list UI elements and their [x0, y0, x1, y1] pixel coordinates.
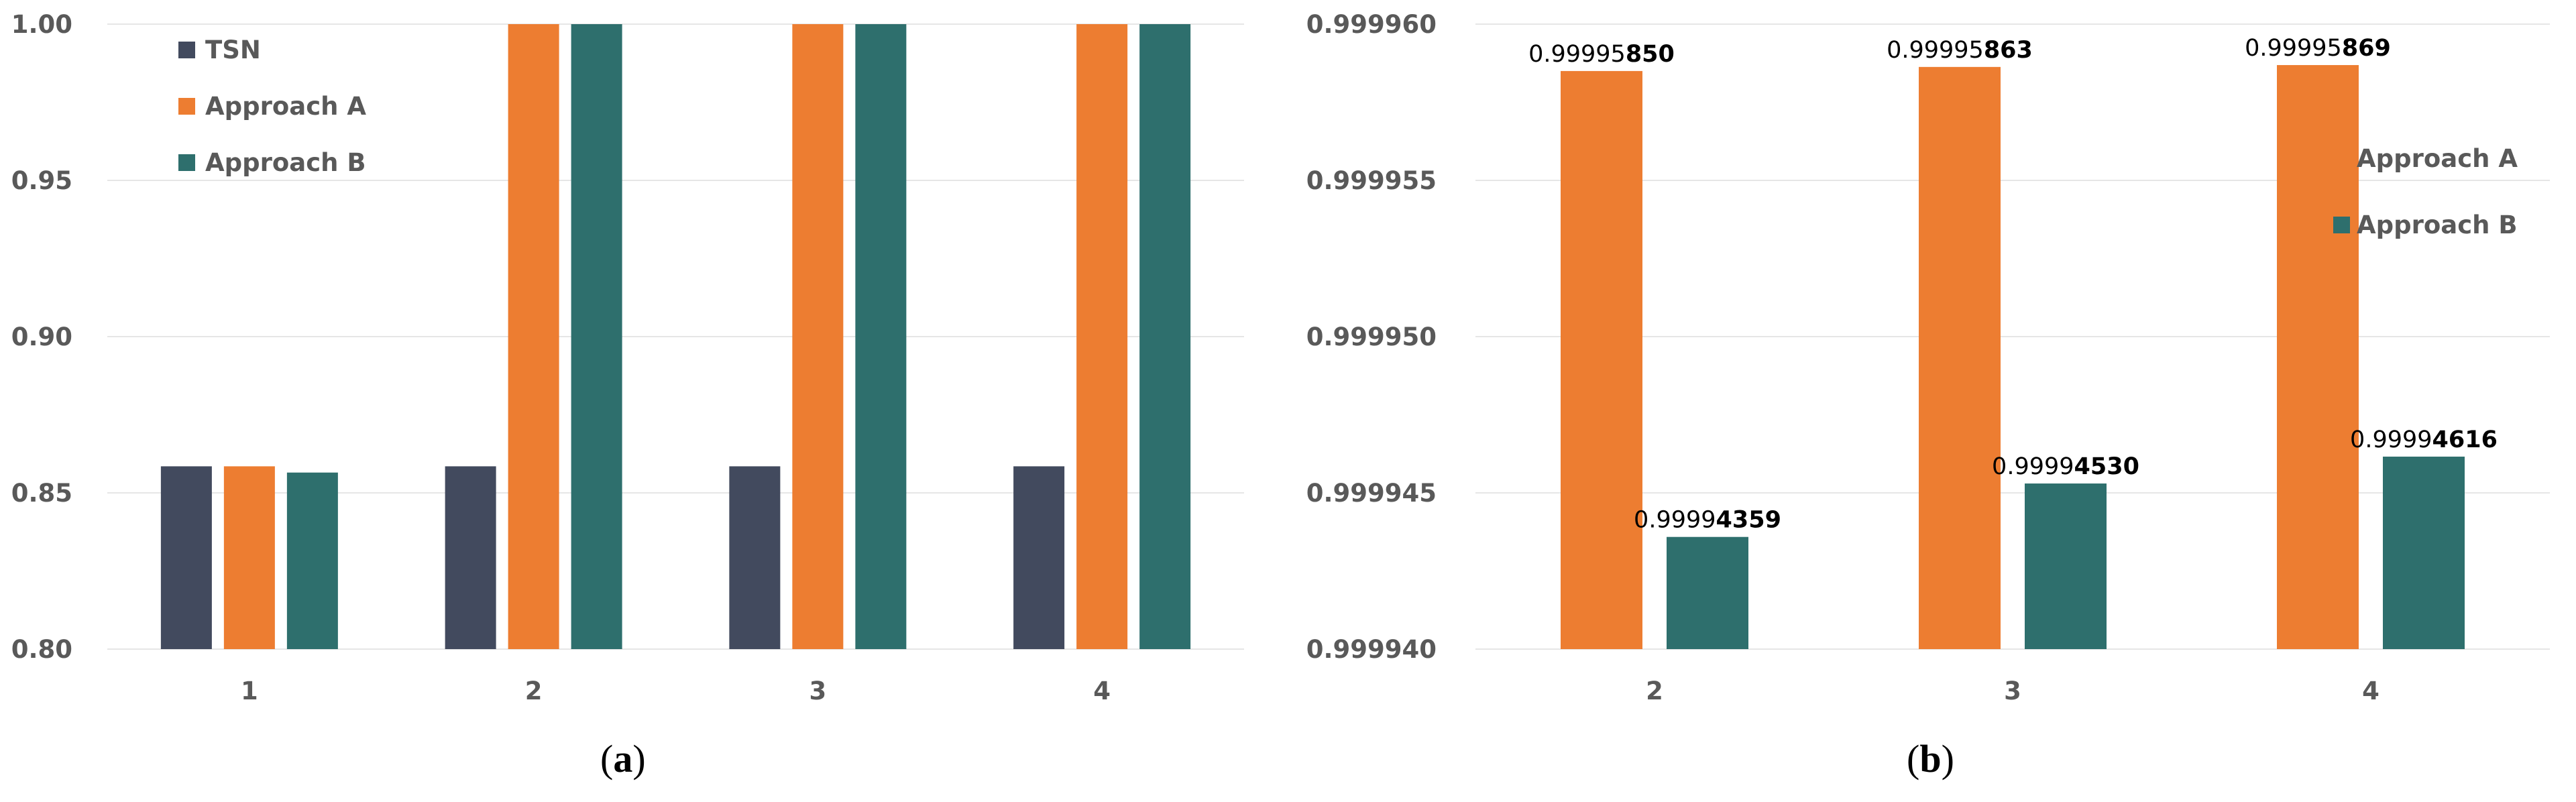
- caption-b: (b): [1907, 737, 1954, 781]
- data-label-suffix: 869: [2342, 35, 2391, 62]
- x-tick-label: 1: [241, 677, 258, 705]
- data-label: 0.99995850: [1528, 41, 1675, 68]
- bar-approach-a-1: [223, 466, 275, 649]
- data-label-suffix: 863: [1984, 37, 2033, 64]
- data-label-prefix: 0.99995: [1887, 37, 1984, 64]
- bar-approach-a-3: [792, 24, 844, 649]
- data-label: 0.99994359: [1634, 507, 1781, 534]
- legend-swatch: [2333, 150, 2350, 167]
- bar-approach-b-3: [2025, 483, 2107, 649]
- bar-tsn-3: [729, 466, 781, 649]
- data-label: 0.99995863: [1887, 37, 2033, 64]
- legend-swatch: [178, 154, 195, 171]
- caption-b-letter: b: [1919, 737, 1942, 781]
- bar-tsn-2: [445, 466, 496, 649]
- bar-tsn-4: [1013, 466, 1065, 649]
- legend-swatch: [178, 42, 195, 58]
- data-label-suffix: 4616: [2432, 426, 2498, 453]
- y-tick-label: 0.999945: [1306, 479, 1437, 508]
- data-label-prefix: 0.99995: [2245, 35, 2342, 62]
- data-label: 0.99995869: [2245, 35, 2391, 62]
- bar-approach-b-3: [855, 24, 907, 649]
- x-tick-label: 3: [809, 677, 827, 705]
- y-tick-label: 0.999955: [1306, 166, 1437, 195]
- data-label-suffix: 850: [1626, 41, 1675, 68]
- bar-approach-b-2: [1667, 536, 1748, 649]
- chart-b: 0.999940 0.999945 0.999950 0.999955 0.999960…: [1306, 10, 2550, 705]
- legend-label: Approach B: [2357, 211, 2518, 239]
- bar-approach-a-2: [1561, 70, 1642, 649]
- x-tick-label: 2: [1646, 677, 1663, 705]
- data-label-prefix: 0.9999: [2350, 426, 2432, 453]
- bar-approach-b-4: [1139, 24, 1191, 649]
- legend-swatch: [178, 98, 195, 115]
- y-tick-label: 0.95: [11, 166, 72, 195]
- y-tick-label: 0.80: [11, 635, 72, 664]
- caption-a: (a): [600, 737, 646, 781]
- x-tick-label: 3: [2004, 677, 2021, 705]
- y-tick-label: 1.00: [11, 10, 72, 39]
- bar-approach-b-1: [286, 472, 338, 649]
- bar-approach-a-4: [1076, 24, 1128, 649]
- data-label-suffix: 4359: [1716, 507, 1781, 534]
- legend-swatch: [2333, 217, 2350, 233]
- data-label-prefix: 0.9999: [1992, 453, 2074, 480]
- y-tick-label: 0.999950: [1306, 323, 1437, 351]
- data-label-prefix: 0.9999: [1634, 507, 1716, 534]
- x-tick-label: 4: [1093, 677, 1111, 705]
- chart-a: 0.80 0.85 0.90 0.95 1.00 1 2 3 4 TSN Approach A App…: [11, 10, 1244, 705]
- data-label: 0.99994616: [2350, 426, 2498, 453]
- y-tick-label: 0.999940: [1306, 635, 1437, 664]
- y-tick-label: 0.90: [11, 323, 72, 351]
- legend-label: Approach B: [205, 148, 366, 177]
- legend-label: Approach A: [205, 92, 366, 121]
- y-tick-label: 0.999960: [1306, 10, 1437, 39]
- data-label-prefix: 0.99995: [1528, 41, 1626, 68]
- data-label-suffix: 4530: [2074, 453, 2139, 480]
- data-label: 0.99994530: [1992, 453, 2139, 480]
- bar-approach-a-3: [1919, 66, 2001, 650]
- y-tick-label: 0.85: [11, 479, 72, 508]
- bar-tsn-1: [160, 466, 212, 649]
- x-tick-label: 4: [2362, 677, 2379, 705]
- caption-a-letter: a: [613, 737, 633, 781]
- legend-label: Approach A: [2357, 144, 2518, 173]
- bar-approach-b-4: [2383, 456, 2465, 649]
- bar-approach-a-2: [508, 24, 559, 649]
- bar-approach-b-2: [571, 24, 622, 649]
- x-tick-label: 2: [525, 677, 543, 705]
- legend-label: TSN: [205, 36, 261, 64]
